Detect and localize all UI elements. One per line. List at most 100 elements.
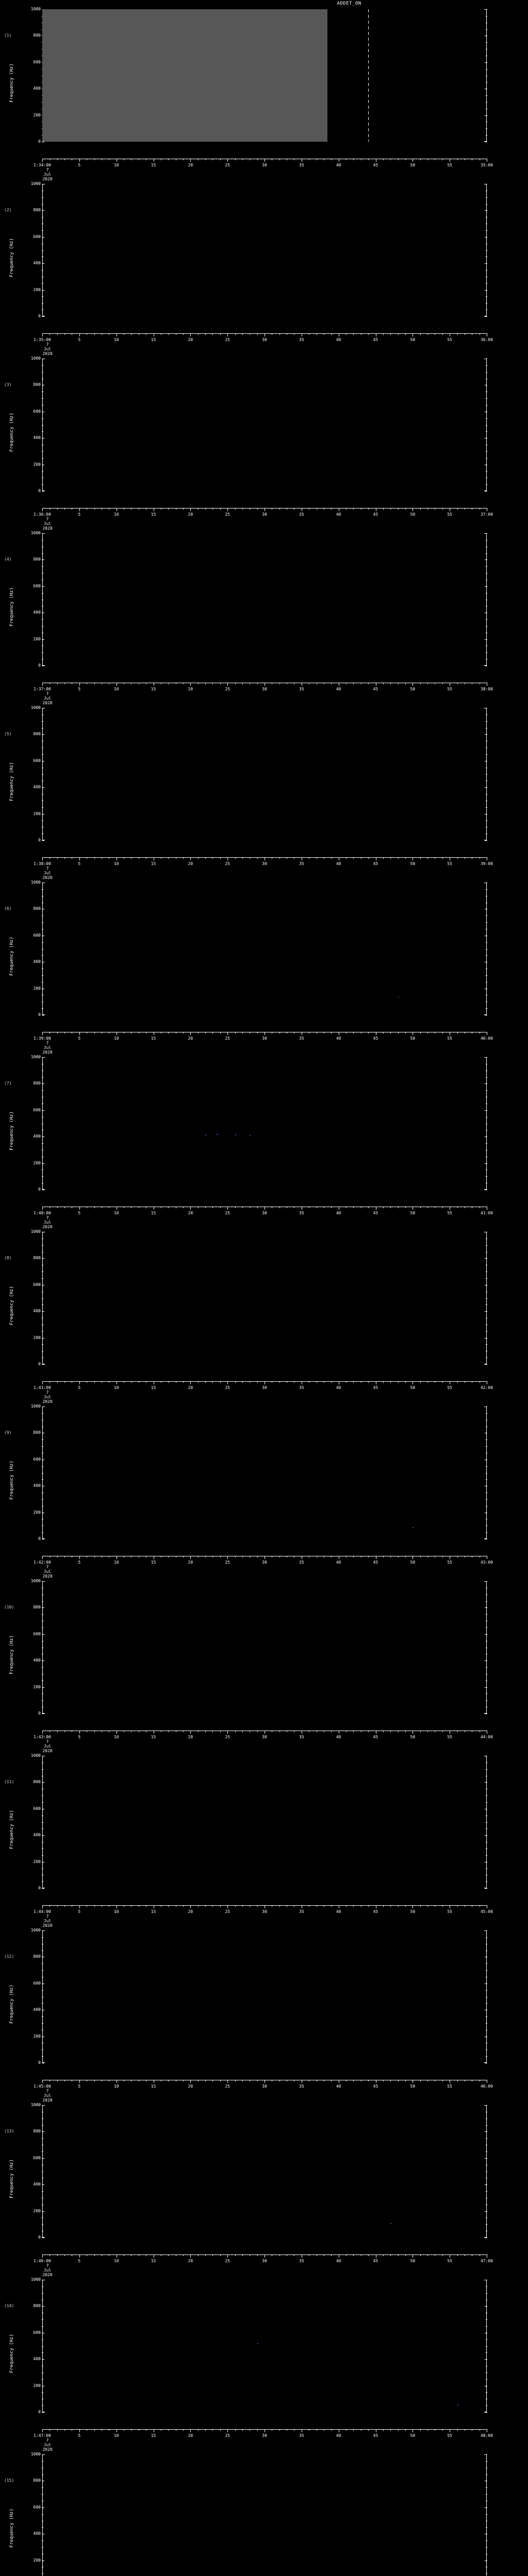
plot-area[interactable]	[42, 2105, 487, 2238]
y-tick-label: 600	[33, 1107, 41, 1112]
x-tick-minor	[405, 2429, 406, 2431]
figure-title-text: ADDET_ON	[337, 1, 361, 6]
spectrogram-panel[interactable]: (8) Frequency (Hz) 1000 800 600 400 200 0 1:41:0…	[0, 1230, 528, 1404]
x-tick-major	[42, 857, 43, 860]
plot-area[interactable]	[42, 1057, 487, 1190]
y-tick-label: 200	[33, 636, 41, 641]
spectrogram-panel[interactable]: (10) Frequency (Hz) 1000 800 600 400 200 0 1:43:…	[0, 1579, 528, 1754]
y-tick-label: 200	[33, 1859, 41, 1864]
x-tick-minor	[398, 2429, 399, 2431]
y-tick-mark-right	[486, 1855, 487, 1856]
y-tick-label: 400	[33, 2531, 41, 2536]
spectrogram-panel[interactable]: (3) Frequency (Hz) 1000 800 600 400 200 0 1:36:0…	[0, 357, 528, 531]
y-tick-mark	[42, 1607, 44, 1608]
spectrogram-panel[interactable]: (7) Frequency (Hz) 1000 800 600 400 200 0 1:40:0…	[0, 1055, 528, 1230]
x-tick-minor	[205, 1207, 206, 1208]
y-tick-mark-right	[485, 290, 487, 291]
x-tick-minor	[205, 1731, 206, 1732]
plot-area[interactable]	[42, 1406, 487, 1539]
y-tick-label: 400	[33, 1483, 41, 1488]
spectrogram-panel[interactable]: (9) Frequency (Hz) 1000 800 600 400 200 0 1:42:0…	[0, 1404, 528, 1579]
date-label: 7 Jul 2020	[42, 866, 52, 880]
x-tick-minor	[353, 2255, 354, 2256]
x-tick-minor	[368, 683, 369, 684]
x-tick-minor	[353, 1731, 354, 1732]
y-tick-label: 200	[33, 462, 41, 467]
x-tick-minor	[183, 508, 184, 510]
spine-cap	[42, 665, 45, 666]
x-tick-minor	[242, 1381, 243, 1383]
spectrogram-panel[interactable]: (2) Frequency (Hz) 1000 800 600 400 200 0 1:35:0…	[0, 182, 528, 357]
plot-area[interactable]	[42, 1930, 487, 2063]
x-tick-major	[42, 1032, 43, 1035]
spectrogram-panel[interactable]: (15)Frequency (Hz)100080060040020001:48:…	[0, 2452, 528, 2576]
x-tick-minor	[205, 1905, 206, 1907]
plot-area[interactable]	[42, 1581, 487, 1714]
x-tick-minor	[94, 1556, 95, 1557]
spectrogram-panel[interactable]: (12) Frequency (Hz) 1000 800 600 400 200 0 1:45:…	[0, 1928, 528, 2103]
y-tick-mark-right	[485, 2359, 487, 2360]
date-label-line: Jul	[43, 2443, 52, 2447]
x-tick-label: 50	[410, 2259, 416, 2263]
spectrogram-panel[interactable]: (13) Frequency (Hz) 1000 800 600 400 200 0 1:46:…	[0, 2103, 528, 2278]
x-tick-minor	[94, 683, 95, 684]
plot-area[interactable]	[42, 184, 487, 317]
x-tick-label: 5	[78, 861, 81, 866]
y-tick-mark-right	[485, 1888, 487, 1889]
y-tick-mark	[42, 230, 43, 231]
y-tick-label: 400	[33, 2357, 41, 2362]
plot-area[interactable]	[42, 359, 487, 492]
x-tick-minor	[212, 1556, 213, 1557]
x-tick-minor	[390, 1731, 391, 1732]
date-label-line: 2020	[42, 1574, 53, 1579]
plot-area[interactable]	[42, 708, 487, 841]
spectrogram-panel[interactable]: (14) Frequency (Hz) 1000 800 600 400 200 0 1:47:…	[0, 2278, 528, 2452]
x-tick-minor	[168, 1032, 169, 1033]
x-tick-minor	[242, 2429, 243, 2431]
panel-index-label: (11)	[4, 1780, 14, 1785]
x-tick-major	[79, 1381, 80, 1384]
y-tick-mark	[42, 1532, 43, 1533]
plot-area[interactable]	[42, 1756, 487, 1889]
y-tick-mark-right	[486, 2293, 487, 2294]
spectrogram-panel[interactable]: (1) Frequency (Hz) 1000 800 600 400 200 0 1:34:0…	[0, 7, 528, 182]
x-tick-label: 50	[410, 1211, 416, 1215]
x-tick-minor	[279, 1207, 280, 1208]
y-tick-mark-right	[485, 1687, 487, 1688]
x-tick-minor	[420, 2080, 421, 2081]
x-tick-label: 30	[262, 687, 267, 691]
y-tick-label: 0	[38, 1886, 41, 1890]
plot-area[interactable]	[42, 883, 487, 1015]
plot-area[interactable]	[42, 1232, 487, 1365]
x-tick-minor	[183, 2255, 184, 2256]
y-tick-mark-right	[486, 418, 487, 419]
y-tick-mark	[42, 787, 44, 788]
date-label-line: 7	[46, 2438, 49, 2443]
y-tick-mark	[42, 1311, 44, 1312]
plot-area[interactable]	[42, 2454, 487, 2576]
y-tick-mark	[42, 2138, 43, 2139]
y-tick-label: 800	[33, 732, 41, 737]
y-tick-mark	[42, 1855, 43, 1856]
y-tick-mark	[42, 1868, 43, 1869]
x-tick-minor	[405, 1381, 406, 1383]
y-tick-mark	[42, 1937, 43, 1938]
y-tick-mark-right	[485, 586, 487, 587]
x-tick-minor	[212, 159, 213, 160]
spectrogram-panel[interactable]: (5) Frequency (Hz) 1000 800 600 400 200 0 1:38:0…	[0, 706, 528, 880]
plot-area[interactable]	[42, 533, 487, 666]
y-tick-mark-right	[485, 1660, 487, 1662]
spectrogram-panel[interactable]: (6) Frequency (Hz) 1000 800 600 400 200 0 1:39:0…	[0, 880, 528, 1055]
y-tick-mark	[42, 2487, 43, 2488]
plot-area[interactable]	[42, 2280, 487, 2413]
x-tick-minor	[235, 2080, 236, 2081]
spectrogram-panel[interactable]: (4) Frequency (Hz) 1000 800 600 400 200 0 1:37:0…	[0, 531, 528, 706]
x-tick-minor	[368, 1556, 369, 1557]
y-tick-mark	[42, 1499, 43, 1500]
x-tick-minor	[331, 2255, 332, 2256]
y-tick-label: 0	[38, 2235, 41, 2240]
spectrogram-panel[interactable]: (11) Frequency (Hz) 1000 800 600 400 200 0 1:44:…	[0, 1754, 528, 1928]
y-tick-mark	[42, 1782, 44, 1783]
plot-area[interactable]	[42, 9, 487, 142]
date-label: 7 Jul 2020	[42, 2263, 52, 2277]
